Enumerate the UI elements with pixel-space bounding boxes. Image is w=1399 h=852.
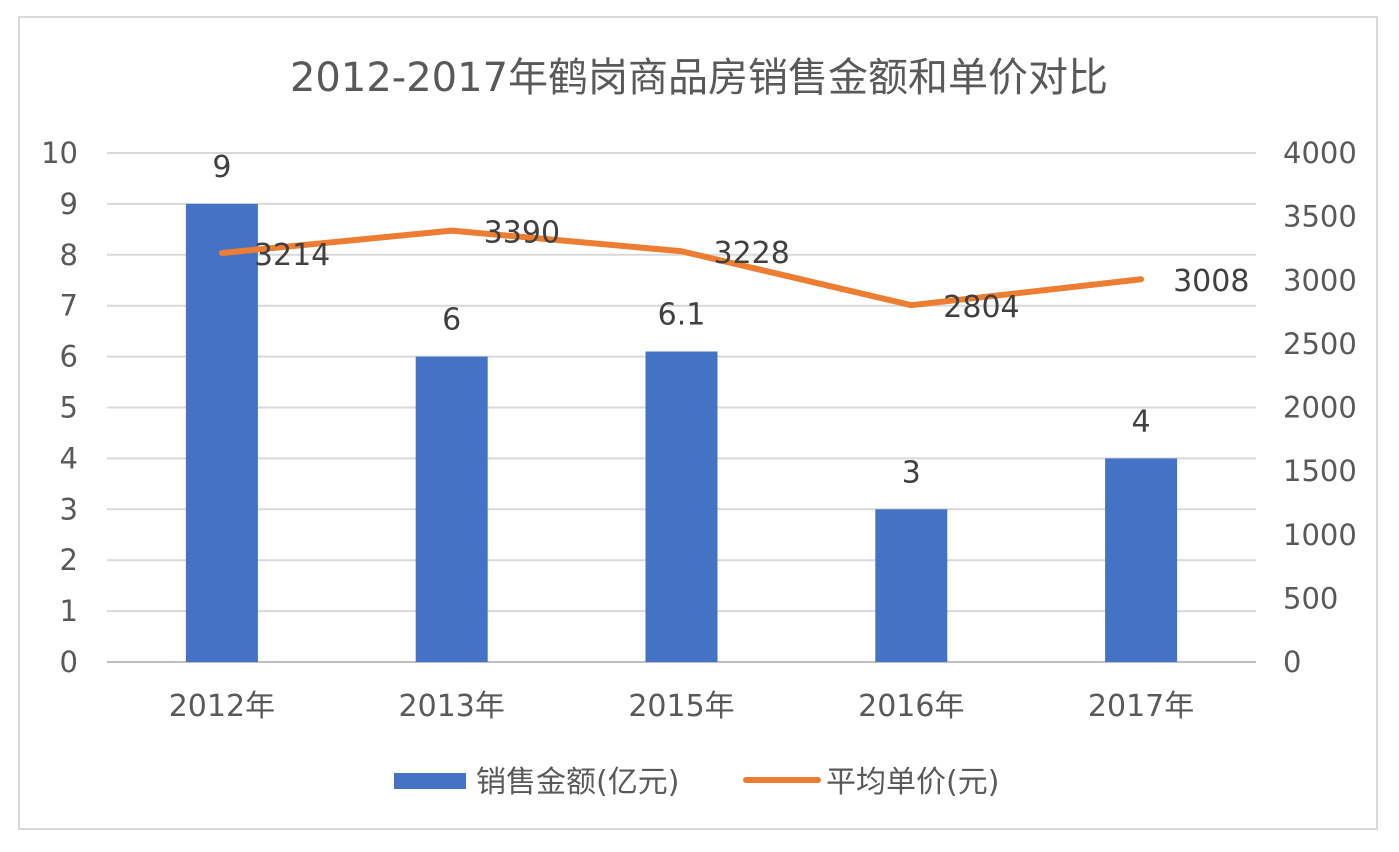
line-data-label: 3390 (484, 216, 560, 251)
bar (1105, 458, 1178, 662)
right-axis-tick-label: 4000 (1283, 136, 1357, 170)
right-axis-tick-label: 2500 (1283, 327, 1357, 361)
left-axis-tick-label: 3 (60, 492, 78, 526)
bar-data-label: 3 (902, 455, 921, 490)
right-axis-tick-label: 0 (1283, 645, 1301, 679)
left-axis-tick-label: 1 (60, 594, 78, 628)
category-label: 2015年 (628, 689, 734, 724)
bar-data-label: 6 (442, 303, 461, 338)
right-axis-ticks: 0 500 1000 1500 2000 2500 3000 3500 4000 (1283, 136, 1357, 679)
category-label: 2017年 (1088, 689, 1194, 724)
line-data-label: 3228 (714, 236, 790, 271)
right-axis-tick-label: 3500 (1283, 200, 1357, 234)
bar (875, 509, 948, 662)
legend-label: 销售金额(亿元) (476, 765, 679, 800)
left-axis-tick-label: 10 (41, 136, 78, 170)
line-data-label: 2804 (943, 290, 1019, 325)
bar-data-label: 4 (1132, 404, 1151, 439)
category-label: 2013年 (399, 689, 505, 724)
line-data-label: 3008 (1173, 264, 1249, 299)
bar (415, 356, 488, 662)
left-axis-ticks: 0 1 2 3 4 5 6 7 8 9 10 (41, 136, 78, 679)
line-series: 3214 3390 3228 2804 3008 (218, 216, 1249, 325)
right-axis-tick-label: 1500 (1283, 454, 1357, 488)
category-label: 2012年 (169, 689, 275, 724)
bar (645, 351, 718, 662)
line-path (218, 227, 1145, 309)
category-labels: 2012年 2013年 2015年 2016年 2017年 (169, 689, 1195, 724)
left-axis-tick-label: 2 (60, 543, 78, 577)
left-axis-tick-label: 0 (60, 645, 78, 679)
gridlines (107, 152, 1256, 663)
category-label: 2016年 (858, 689, 964, 724)
right-axis-tick-label: 500 (1283, 581, 1338, 615)
bar-series: 9 6 6.1 3 4 (185, 150, 1178, 662)
legend-swatch-bar (394, 773, 466, 789)
left-axis-tick-label: 7 (60, 289, 78, 323)
bar-data-label: 9 (212, 150, 231, 185)
bar (185, 203, 258, 662)
right-axis-tick-label: 1000 (1283, 518, 1357, 552)
right-axis-tick-label: 3000 (1283, 263, 1357, 297)
left-axis-tick-label: 4 (60, 441, 78, 475)
left-axis-tick-label: 8 (60, 238, 78, 272)
chart-title: 2012-2017年鹤岗商品房销售金额和单价对比 (290, 55, 1108, 101)
bar-data-label: 6.1 (658, 298, 706, 333)
line-data-label: 3214 (254, 238, 330, 273)
left-axis-tick-label: 5 (60, 391, 78, 425)
right-axis-tick-label: 2000 (1283, 391, 1357, 425)
left-axis-tick-label: 6 (60, 340, 78, 374)
legend: 销售金额(亿元) 平均单价(元) (394, 765, 999, 800)
legend-label: 平均单价(元) (826, 765, 999, 800)
left-axis-tick-label: 9 (60, 187, 78, 221)
